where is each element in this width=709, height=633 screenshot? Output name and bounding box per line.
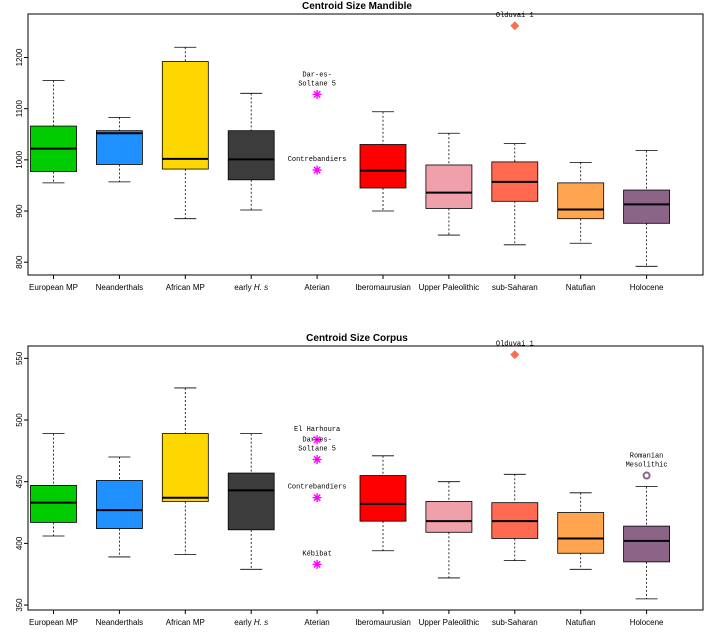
mandible-x-tick-label: Iberomaurusian [355,283,411,292]
mandible-x-tick-label: Neanderthals [96,283,144,292]
mandible-y-axis: 800 900 1000 1100 1200 [15,48,28,269]
corpus-specimen-marker [312,559,322,569]
mandible-x-tick-label: Holocene [630,283,664,292]
corpus-box [359,475,407,522]
corpus-y-tick-label: 400 [15,536,24,550]
corpus-x-tick-label: European MP [29,618,78,627]
mandible-x-tick-label: sub-Saharan [492,283,538,292]
mandible-y-tick-label: 1200 [15,48,24,66]
corpus-specimen-marker [642,471,651,480]
mandible-specimen-marker-stroke [313,166,321,174]
corpus-x-tick-label: Neanderthals [96,618,144,627]
corpus-specimen-label: Dar-es-Soltane 5 [298,436,336,453]
corpus-specimen-marker-stroke [313,494,321,502]
mandible-specimen-marker [312,89,322,99]
corpus-specimen-marker [312,454,322,464]
corpus-specimen-marker [312,493,322,503]
corpus-y-tick-label: 550 [15,351,24,365]
mandible-box [623,189,670,224]
corpus-x-tick-label: early H. s [234,618,268,627]
corpus-x-tick-label: Upper Paleolithic [419,618,479,627]
mandible-box [425,164,473,209]
corpus-x-tick-label: sub-Saharan [492,618,538,627]
corpus-specimen-marker-stroke [313,436,321,444]
corpus-specimen-marker-stroke [313,560,321,569]
corpus-specimen-label: El Harhoura [294,426,340,434]
mandible-x-tick-label: African MP [166,283,205,292]
corpus-box [227,472,275,531]
mandible-x-tick-label: European MP [29,283,78,292]
corpus-x-tick-label: Natufian [566,618,596,627]
mandible-y-tick-label: 1100 [15,100,24,118]
corpus-specimen-label: Kébibat [302,550,331,558]
corpus-y-tick-label: 450 [15,474,24,488]
mandible-x-tick-label: Aterian [304,283,329,292]
mandible-specimen-marker-stroke [313,90,321,99]
corpus-x-axis: European MP Neanderthals African MP early H… [29,610,664,627]
corpus-specimen-marker [510,350,520,360]
mandible-x-axis: European MP Neanderthals African MP early H… [29,275,664,292]
corpus-specimen-marker [312,435,322,445]
corpus-box [623,525,670,563]
corpus-y-axis: 350 400 450 500 550 [15,351,28,612]
mandible-y-tick-label: 800 [15,255,24,269]
corpus-specimen-label: Contrebandiers [288,484,347,492]
corpus-box [425,501,473,533]
corpus-specimen-label: Romanian Mesolithic [626,453,668,470]
corpus-x-tick-label: Iberomaurusian [355,618,411,627]
mandible-y-tick-label: 900 [15,204,24,218]
corpus-box [96,480,143,529]
corpus-specimens: El Harhoura Dar-es-Soltane 5 Contrebandier… [288,341,668,569]
corpus-y-tick-label: 350 [15,598,24,612]
mandible-x-tick-label: Upper Paleolithic [419,283,479,292]
corpus-specimen-marker-stroke [313,455,321,464]
corpus-boxes [30,387,670,600]
mandible-chart-title: Centroid Size Mandible [302,1,412,12]
mandible-box [359,144,407,189]
corpus-specimen-label: Olduvai 1 [496,341,534,349]
corpus-box [30,485,77,523]
mandible-box [161,61,209,170]
mandible-box [557,182,605,220]
corpus-y-tick-label: 500 [15,413,24,427]
mandible-x-tick-label: Natufian [566,283,596,292]
corpus-plot-frame [27,345,704,611]
mandible-boxplot: Centroid Size Mandible 800 900 1000 1100 120… [15,1,704,292]
mandible-specimen-label: Contrebandiers [288,156,347,164]
mandible-specimens: Dar-es-Soltane 5 Contrebandiers Olduvai 1 [288,12,534,175]
corpus-chart-title: Centroid Size Corpus [306,333,408,344]
mandible-box [227,130,275,181]
mandible-specimen-marker [510,21,520,31]
mandible-y-tick-label: 1000 [15,150,24,168]
corpus-box [161,433,209,502]
corpus-x-tick-label: Aterian [304,618,329,627]
mandible-box [96,130,143,165]
mandible-plot-frame [27,13,704,276]
corpus-x-tick-label: African MP [166,618,205,627]
corpus-box [557,512,605,554]
mandible-boxes [30,46,670,267]
mandible-x-tick-label: early H. s [234,283,268,292]
corpus-x-tick-label: Holocene [630,618,664,627]
mandible-specimen-marker [312,165,322,175]
corpus-boxplot: Centroid Size Corpus 350 400 450 500 550 Eur… [15,333,704,627]
mandible-specimen-label: Olduvai 1 [496,12,534,20]
mandible-specimen-label: Dar-es-Soltane 5 [298,71,336,88]
